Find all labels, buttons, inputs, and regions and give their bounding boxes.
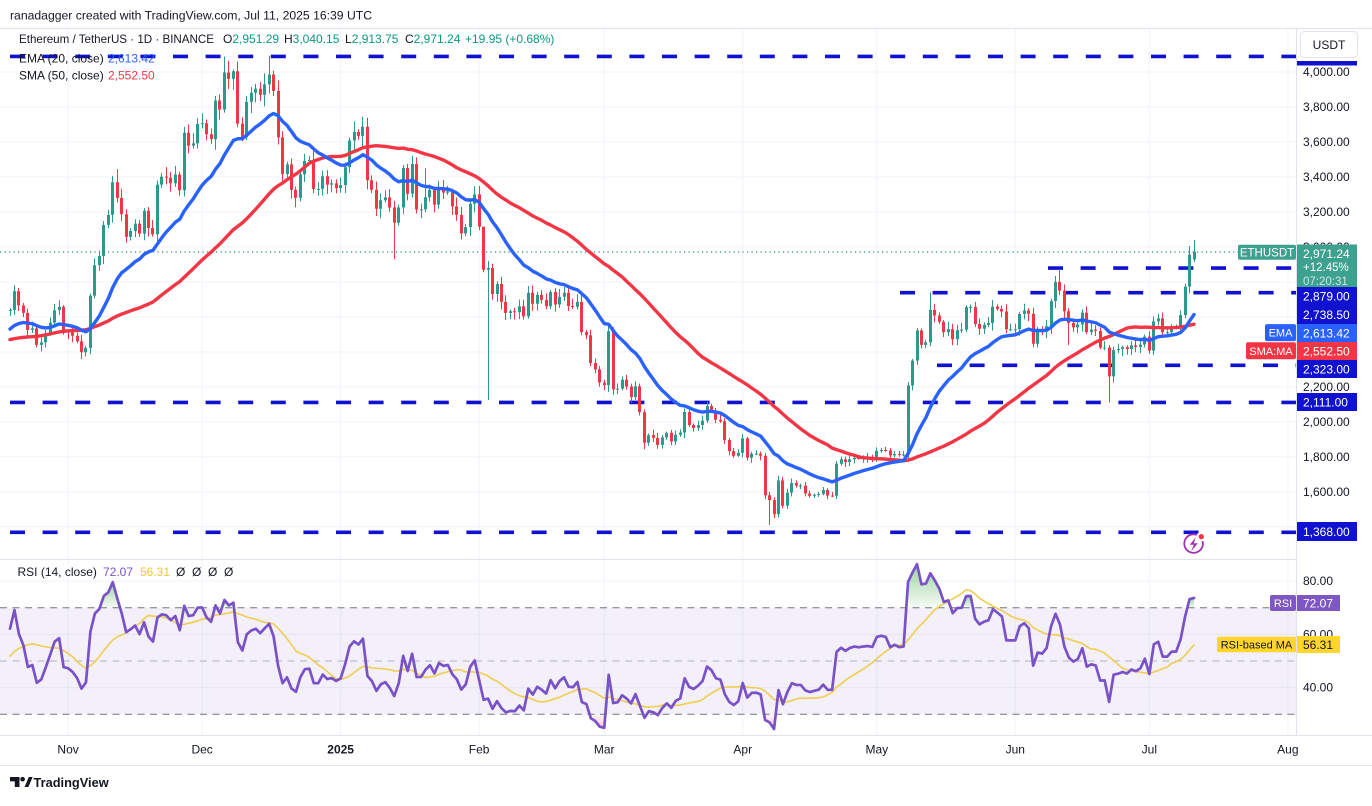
svg-text:1,800.00: 1,800.00 <box>1303 450 1350 464</box>
svg-text:Aug: Aug <box>1277 743 1298 757</box>
svg-text:TradingView: TradingView <box>34 775 109 790</box>
svg-text:2,111.00: 2,111.00 <box>1303 395 1348 409</box>
svg-text:Ø Ø Ø Ø: Ø Ø Ø Ø <box>176 565 233 579</box>
svg-text:2,552.50: 2,552.50 <box>108 69 155 83</box>
svg-text:SMA (50, close): SMA (50, close) <box>19 69 104 83</box>
svg-text:3,800.00: 3,800.00 <box>1303 100 1350 114</box>
svg-text:2,000.00: 2,000.00 <box>1303 415 1350 429</box>
svg-text:C2,971.24: C2,971.24 <box>405 32 461 46</box>
svg-text:SMA:MA: SMA:MA <box>1249 346 1293 358</box>
svg-text:Mar: Mar <box>594 743 615 757</box>
svg-text:H3,040.15: H3,040.15 <box>284 32 340 46</box>
svg-text:May: May <box>865 743 888 757</box>
svg-text:40.00: 40.00 <box>1303 681 1333 695</box>
svg-text:Ethereum / TetherUS · 1D · BIN: Ethereum / TetherUS · 1D · BINANCE <box>19 33 214 46</box>
svg-text:56.31: 56.31 <box>1303 638 1333 652</box>
svg-text:ranadagger created with Tradin: ranadagger created with TradingView.com,… <box>10 9 372 23</box>
svg-text:3,400.00: 3,400.00 <box>1303 170 1350 184</box>
svg-text:EMA (20, close): EMA (20, close) <box>19 52 104 66</box>
svg-text:+12.45%: +12.45% <box>1303 262 1349 274</box>
svg-text:Nov: Nov <box>57 743 78 757</box>
svg-text:Feb: Feb <box>469 743 490 757</box>
svg-text:Apr: Apr <box>733 743 752 757</box>
svg-text:Dec: Dec <box>191 743 212 757</box>
svg-text:RSI: RSI <box>1274 598 1292 610</box>
svg-text:07:20:31: 07:20:31 <box>1303 276 1348 288</box>
svg-text:2025: 2025 <box>327 743 354 757</box>
svg-text:1,368.00: 1,368.00 <box>1303 525 1350 539</box>
svg-text:RSI-based MA: RSI-based MA <box>1221 640 1293 652</box>
svg-text:2,738.50: 2,738.50 <box>1303 308 1350 322</box>
svg-text:EMA: EMA <box>1269 328 1294 340</box>
svg-text:Jun: Jun <box>1006 743 1025 757</box>
svg-text:3,600.00: 3,600.00 <box>1303 135 1350 149</box>
svg-text:80.00: 80.00 <box>1303 574 1333 588</box>
svg-text:O2,951.29: O2,951.29 <box>223 32 279 46</box>
svg-text:L2,913.75: L2,913.75 <box>345 32 399 46</box>
svg-text:2,552.50: 2,552.50 <box>1303 344 1350 358</box>
svg-text:2,613.42: 2,613.42 <box>1303 326 1350 340</box>
svg-text:Jul: Jul <box>1142 743 1157 757</box>
svg-text:72.07: 72.07 <box>1303 596 1333 610</box>
svg-text:3,200.00: 3,200.00 <box>1303 205 1350 219</box>
svg-text:2,613.42: 2,613.42 <box>108 52 155 66</box>
svg-text:+19.95 (+0.68%): +19.95 (+0.68%) <box>465 32 554 46</box>
svg-text:4,000.00: 4,000.00 <box>1303 65 1350 79</box>
svg-text:ETHUSDT: ETHUSDT <box>1240 247 1294 259</box>
svg-text:72.07: 72.07 <box>103 565 133 579</box>
svg-text:USDT: USDT <box>1313 38 1346 52</box>
svg-text:2,200.00: 2,200.00 <box>1303 380 1350 394</box>
svg-text:2,879.00: 2,879.00 <box>1303 289 1350 303</box>
svg-text:56.31: 56.31 <box>140 565 170 579</box>
svg-text:2,323.00: 2,323.00 <box>1303 362 1350 376</box>
svg-text:RSI (14, close): RSI (14, close) <box>18 565 97 579</box>
svg-text:1,600.00: 1,600.00 <box>1303 485 1350 499</box>
svg-text:2,971.24: 2,971.24 <box>1303 247 1350 261</box>
